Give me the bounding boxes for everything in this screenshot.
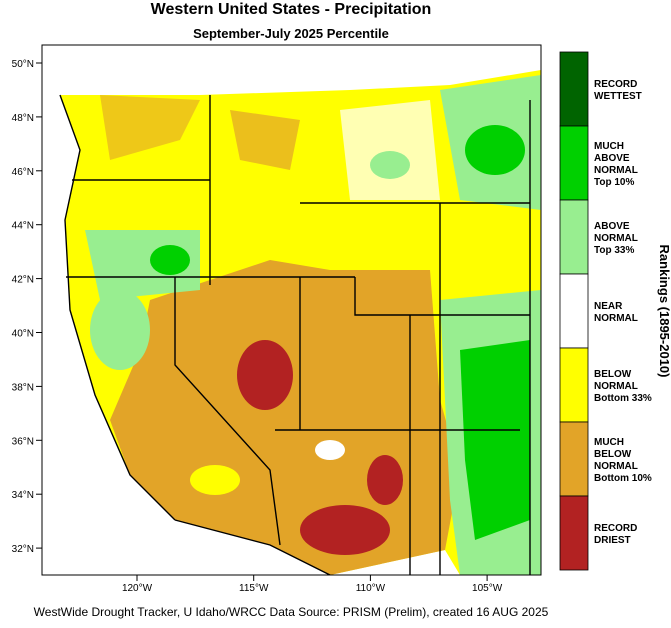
lat-label: 36°N (12, 436, 34, 447)
lat-label: 50°N (12, 59, 34, 70)
lat-label: 46°N (12, 167, 34, 178)
legend-swatch (559, 51, 589, 127)
lon-label: 110°W (356, 583, 386, 594)
legend-label: DRIEST (594, 535, 631, 546)
legend-swatch (559, 421, 589, 497)
lon-labels: 120°W 115°W 110°W 105°W (122, 575, 503, 594)
lat-label: 44°N (12, 221, 34, 232)
legend-label: NORMAL (594, 233, 638, 244)
legend-label: NORMAL (594, 461, 638, 472)
legend-swatch (559, 125, 589, 201)
legend-label: RECORD (594, 79, 637, 90)
lon-label: 120°W (122, 583, 153, 594)
legend-label: NEAR (594, 301, 623, 312)
lat-label: 40°N (12, 329, 34, 340)
legend-label: RECORD (594, 523, 637, 534)
footer: WestWide Drought Tracker, U Idaho/WRCC D… (34, 605, 549, 619)
lat-label: 34°N (12, 490, 34, 501)
legend-label: ABOVE (594, 153, 630, 164)
lat-label: 48°N (12, 113, 34, 124)
legend-label: NORMAL (594, 381, 638, 392)
subtitle: September-July 2025 Percentile (193, 26, 389, 41)
legend-swatch (559, 495, 589, 571)
legend-label: MUCH (594, 141, 624, 152)
legend-swatch (559, 347, 589, 423)
legend-label: BELOW (594, 369, 632, 380)
lon-label: 105°W (472, 583, 503, 594)
legend-label: NORMAL (594, 165, 638, 176)
legend-label: Top 10% (594, 177, 634, 188)
legend-label: MUCH (594, 437, 624, 448)
lat-label: 38°N (12, 382, 34, 393)
lat-label: 42°N (12, 275, 34, 286)
legend-label: ABOVE (594, 221, 630, 232)
lat-labels: 50°N 48°N 46°N 44°N 42°N 40°N 38°N 36°N 34°N 32°N (12, 59, 42, 555)
legend-label: WETTEST (594, 91, 642, 102)
legend-title: Rankings (1895-2010) (657, 245, 671, 378)
legend-label: Top 33% (594, 245, 634, 256)
legend-label: Bottom 33% (594, 393, 652, 404)
title: Western United States - Precipitation (151, 1, 432, 18)
legend-swatch (559, 273, 589, 349)
map (41, 44, 542, 576)
legend-swatch (559, 199, 589, 275)
legend-label: BELOW (594, 449, 632, 460)
lon-label: 115°W (239, 583, 269, 594)
legend-label: Bottom 10% (594, 473, 652, 484)
legend-label: NORMAL (594, 313, 638, 324)
lat-label: 32°N (12, 544, 34, 555)
